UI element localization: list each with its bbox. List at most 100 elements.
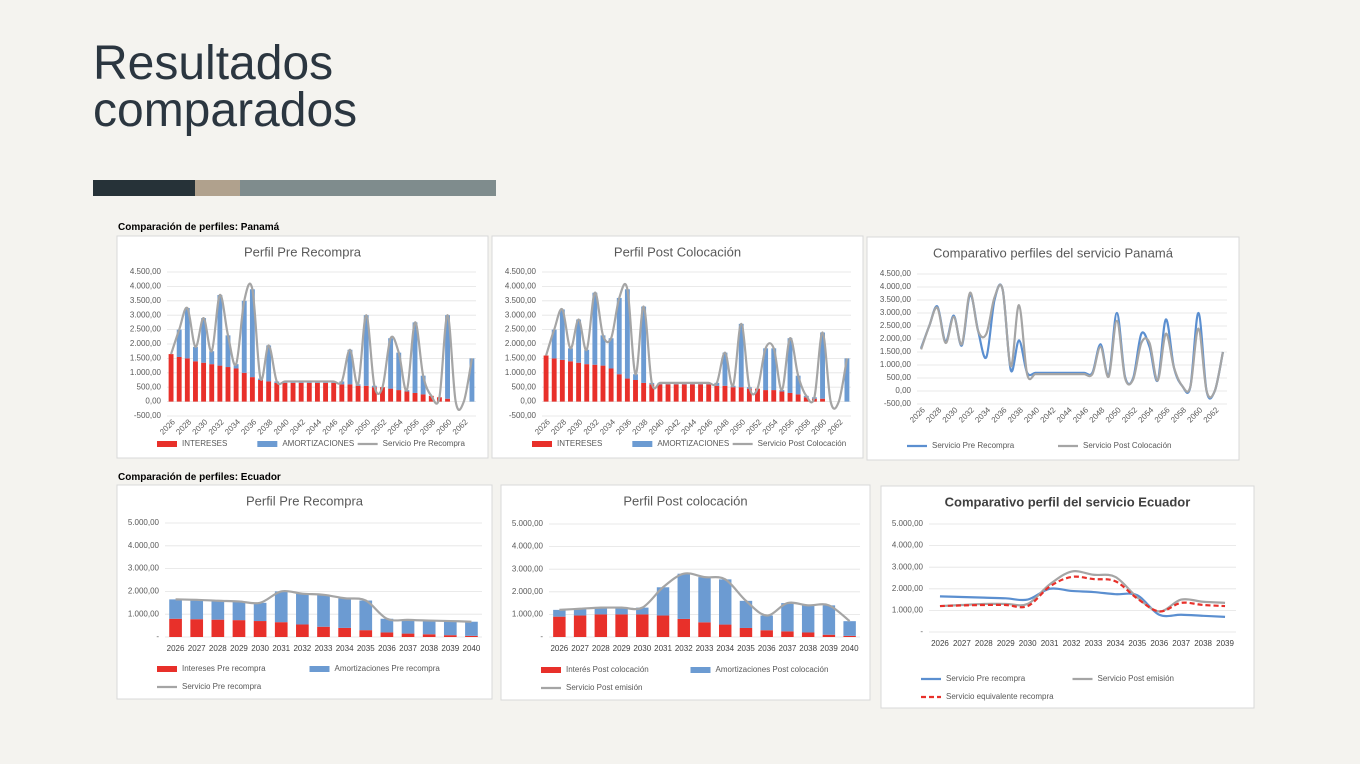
bar [543,355,549,402]
x-tick-label: 2028 [975,639,993,648]
bar [844,358,850,402]
chart: Perfil Post colocación - 1.000,00 2.000,00 3… [500,484,871,701]
x-tick-label: 2034 [1106,639,1124,648]
chart-frame [866,236,1240,461]
bar [420,375,426,395]
bar [443,635,457,637]
x-tick-label: 2036 [758,644,776,653]
bar [746,388,752,402]
x-tick-label: 2031 [654,644,672,653]
bar [233,364,239,369]
bar [633,380,638,402]
bar [190,599,204,620]
bar [359,600,373,631]
bar [698,577,711,623]
y-tick-label: 4.000,00 [512,542,544,551]
bar [553,609,566,617]
x-tick-label: 2040 [463,644,481,653]
bar [641,306,647,383]
chart-frame [880,485,1255,709]
x-tick-label: 2035 [357,644,375,653]
y-tick-label: 3.500,00 [505,296,537,305]
bar [584,364,590,402]
bar [225,335,231,368]
x-tick-label: 2033 [315,644,333,653]
bar [193,346,198,362]
bar [551,358,557,402]
legend-label: Servicio Pre Recompra [932,441,1015,450]
bar [779,391,785,402]
y-tick-label: 2.000,00 [892,584,924,593]
bar [795,394,801,402]
bar [445,398,450,402]
bar [760,615,773,631]
legend-swatch [632,441,653,447]
bar [217,295,223,366]
x-tick-label: 2029 [613,644,631,653]
bar [380,618,394,633]
x-tick-label: 2039 [820,644,838,653]
bar [649,384,655,402]
bar [781,631,794,637]
chart-title: Comparativo perfil del servicio Ecuador [945,494,1191,509]
y-tick-label: 3.500,00 [880,295,912,304]
bar [359,630,373,637]
slide-title: Resultados comparados [93,37,358,137]
bar [795,375,801,395]
bar [401,619,415,634]
x-tick-label: 2037 [1172,639,1190,648]
bar [656,587,670,616]
bar [317,594,330,627]
y-tick-label: 2.500,00 [880,321,912,330]
x-tick-label: 2026 [167,644,185,653]
legend-swatch [257,441,278,447]
y-tick-label: 3.000,00 [892,562,924,571]
bar [673,384,679,402]
bar [719,579,732,625]
bar [801,632,815,637]
legend-swatch [541,667,561,673]
bar [608,338,614,369]
y-tick-label: -500,00 [134,411,162,420]
y-tick-label: - [156,632,159,641]
legend-label: Servicio equivalente recompra [946,692,1054,701]
y-tick-label: 1.000,00 [512,610,544,619]
x-tick-label: 2037 [399,644,417,653]
x-tick-label: 2030 [633,644,651,653]
y-tick-label: - [920,627,923,636]
x-tick-label: 2026 [550,644,568,653]
x-tick-label: 2039 [441,644,459,653]
y-tick-label: 5.000,00 [512,519,544,528]
bar [608,368,614,402]
bar [428,395,434,402]
bar [241,372,247,402]
x-tick-label: 2033 [1085,639,1103,648]
chart-frame [116,484,493,700]
x-tick-label: 2033 [696,644,714,653]
bar [233,368,239,402]
bar [184,358,190,402]
legend-swatch [157,666,177,672]
x-tick-label: 2028 [592,644,610,653]
bar [412,322,418,393]
bar [211,619,225,637]
bar [290,382,296,402]
bar [843,621,856,636]
bar [781,603,794,632]
bar [615,614,628,637]
bar [787,338,793,393]
bar [169,599,182,619]
bar [760,630,773,637]
bar [803,397,809,402]
bar [616,297,622,375]
y-tick-label: 0,00 [145,397,161,406]
bar [677,618,690,637]
x-tick-label: 2037 [779,644,797,653]
bar [396,352,402,391]
bar [306,382,312,402]
x-tick-label: 2028 [209,644,227,653]
bar [689,384,695,402]
bar [404,391,410,402]
bar [698,622,711,637]
bar [820,398,825,402]
